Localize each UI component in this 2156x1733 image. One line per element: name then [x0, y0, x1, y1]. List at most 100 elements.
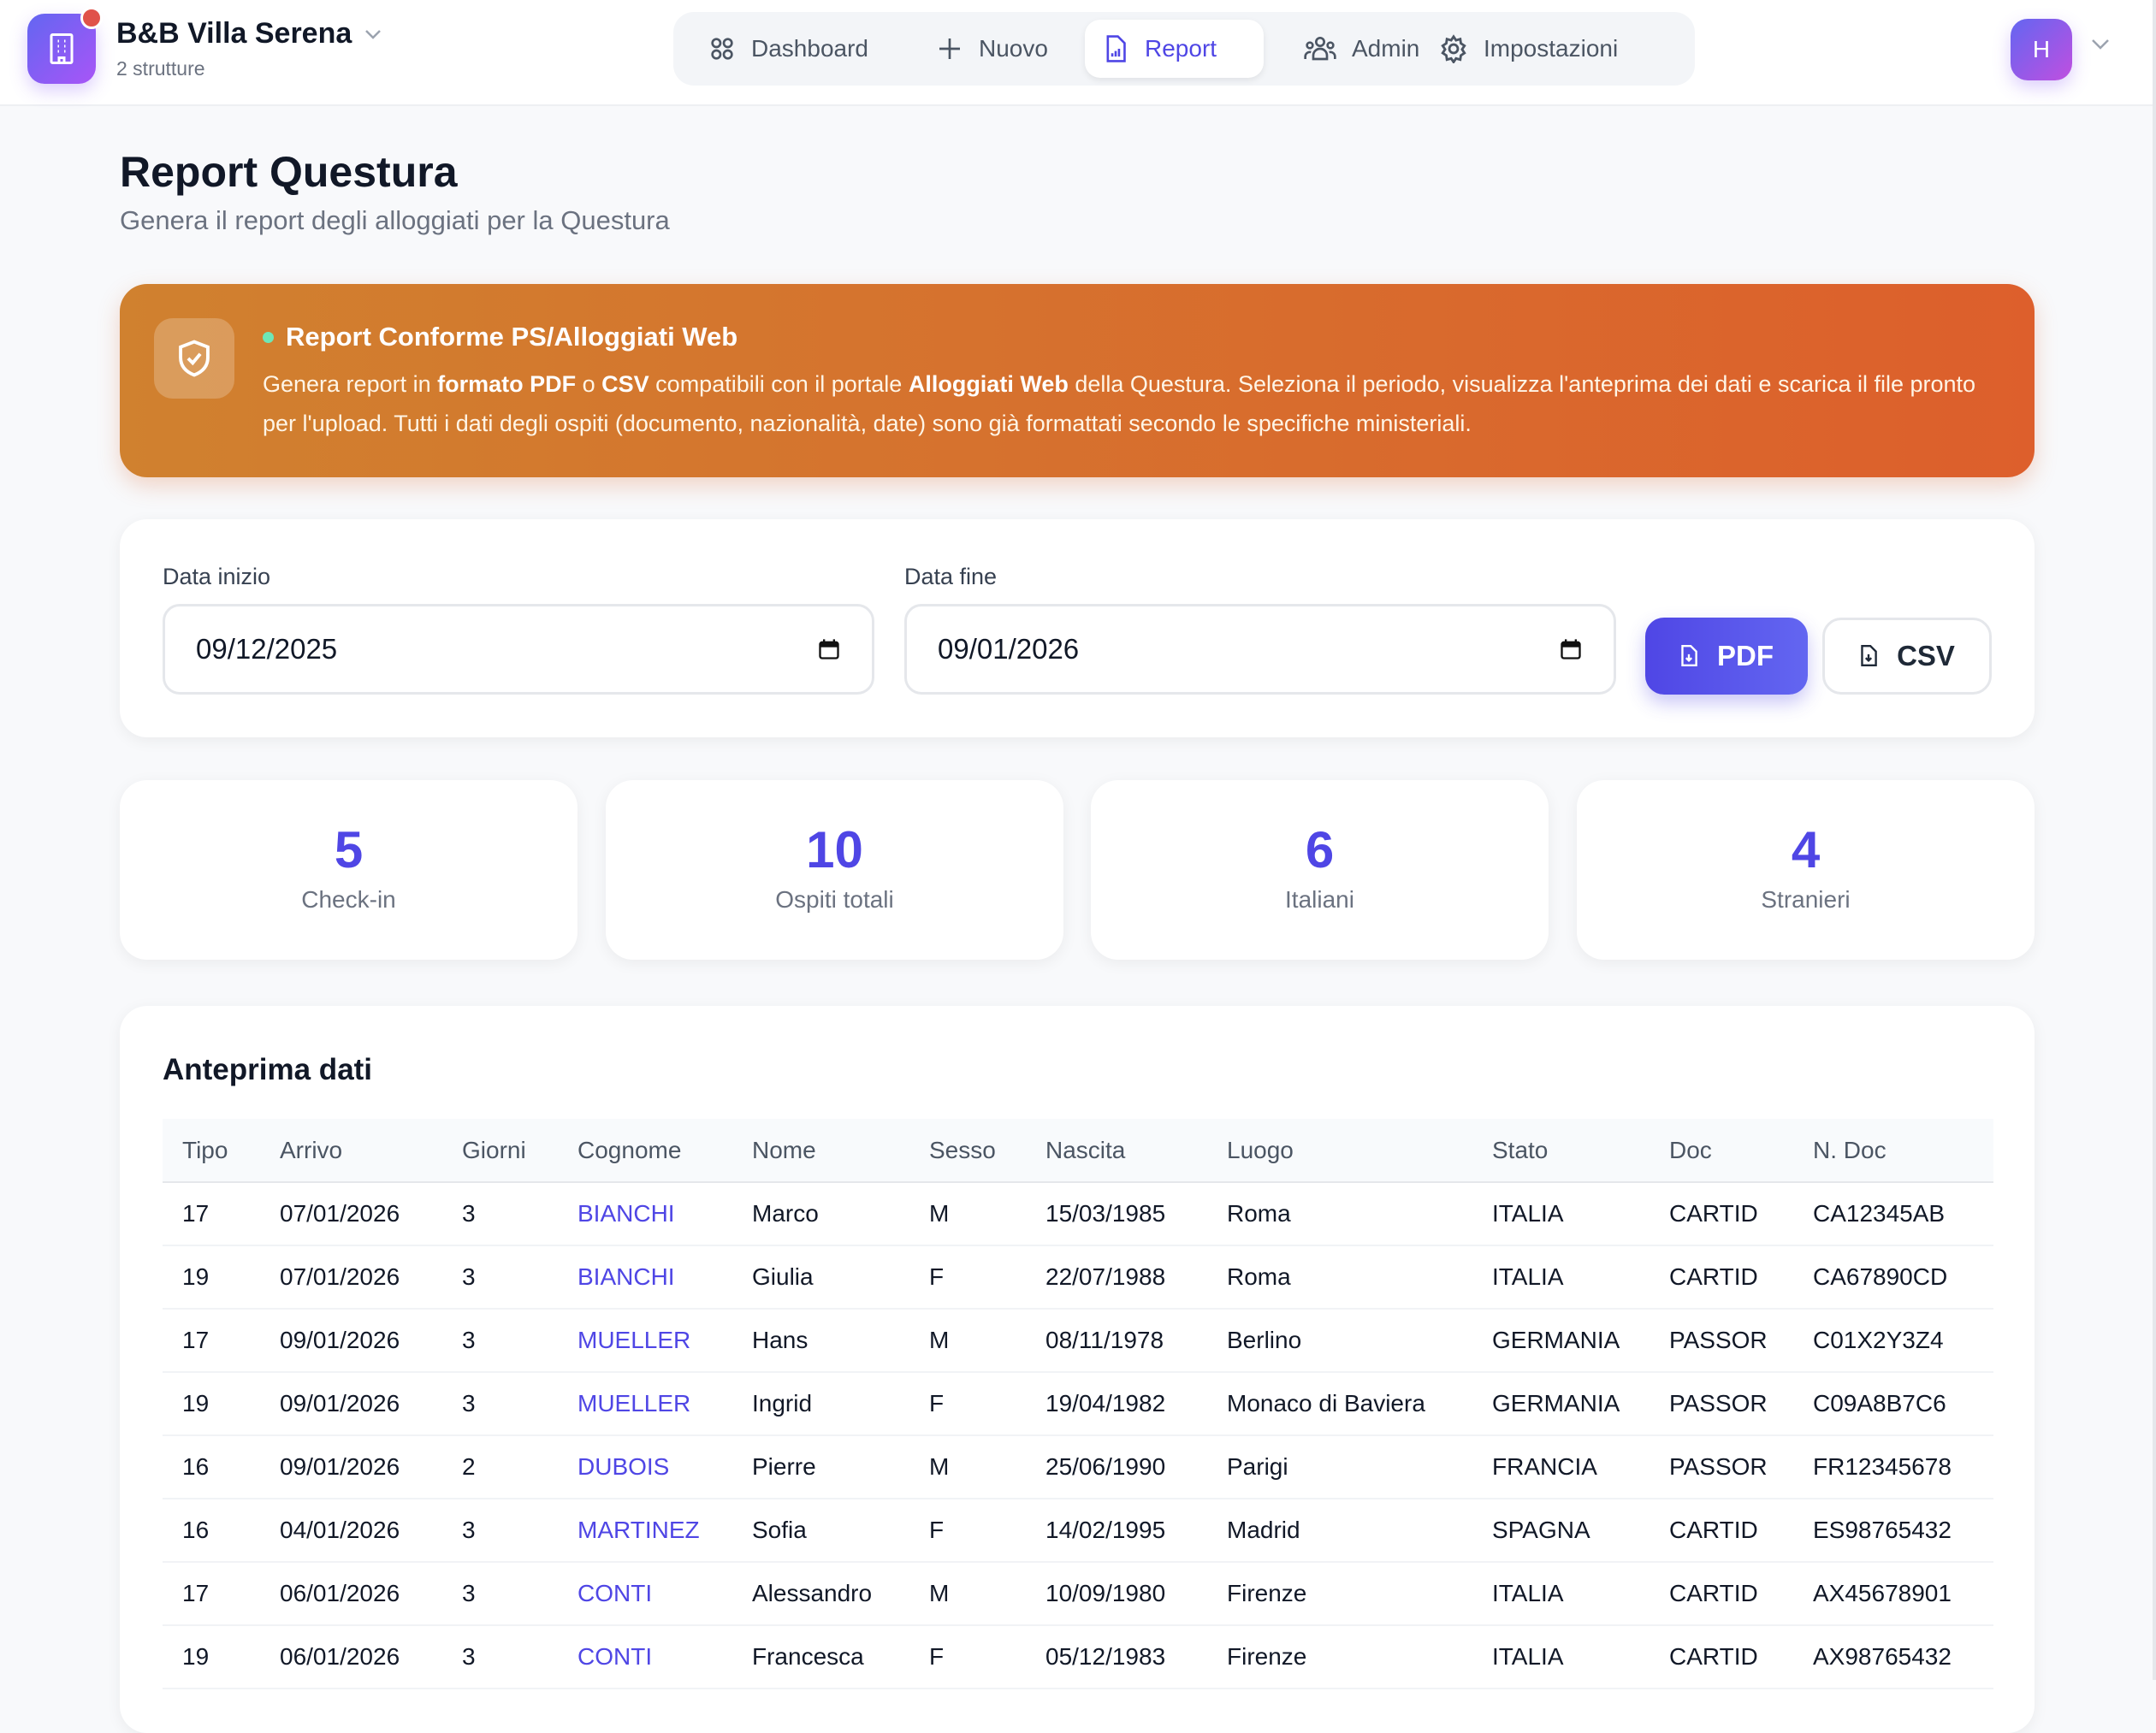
- table-cell[interactable]: BIANCHI: [558, 1245, 732, 1310]
- csv-label: CSV: [1897, 640, 1955, 671]
- table-cell: 15/03/1985: [1026, 1182, 1207, 1246]
- table-cell: 19: [163, 1372, 260, 1436]
- nav-nuovo[interactable]: Nuovo: [919, 20, 1065, 78]
- download-pdf-button[interactable]: PDF: [1645, 618, 1808, 695]
- table-cell[interactable]: CONTI: [558, 1625, 732, 1689]
- table-cell: CA67890CD: [1793, 1245, 1993, 1310]
- table-cell: 08/11/1978: [1026, 1309, 1207, 1373]
- table-cell: CARTID: [1650, 1625, 1793, 1689]
- table-cell: Berlino: [1207, 1309, 1472, 1373]
- table-cell: M: [909, 1309, 1026, 1373]
- nav-report[interactable]: Report: [1085, 20, 1264, 78]
- table-cell: 09/01/2026: [260, 1372, 442, 1436]
- table-cell: 04/01/2026: [260, 1499, 442, 1563]
- table-cell: FRANCIA: [1472, 1435, 1650, 1499]
- table-cell: 17: [163, 1182, 260, 1246]
- structures-count: 2 strutture: [116, 57, 205, 80]
- column-header: Stato: [1472, 1119, 1650, 1183]
- table-cell: 25/06/1990: [1026, 1435, 1207, 1499]
- table-cell: M: [909, 1182, 1026, 1246]
- table-cell: 17: [163, 1309, 260, 1373]
- table-cell: 06/01/2026: [260, 1562, 442, 1626]
- table-cell: 14/02/1995: [1026, 1499, 1207, 1563]
- property-switcher[interactable]: B&B Villa Serena 2 strutture: [116, 17, 382, 80]
- stat-italiani: 6 Italiani: [1091, 780, 1549, 960]
- table-row: 19 09/01/2026 3 MUELLER Ingrid F 19/04/1982 Mon…: [163, 1372, 1993, 1436]
- table-cell: 07/01/2026: [260, 1182, 442, 1246]
- stat-value: 5: [334, 821, 364, 878]
- table-cell: CARTID: [1650, 1182, 1793, 1246]
- table-cell: AX45678901: [1793, 1562, 1993, 1626]
- table-cell: ITALIA: [1472, 1245, 1650, 1310]
- table-cell: FR12345678: [1793, 1435, 1993, 1499]
- pdf-label: PDF: [1717, 640, 1774, 671]
- column-header: Cognome: [558, 1119, 732, 1183]
- table-cell[interactable]: MUELLER: [558, 1309, 732, 1373]
- table-cell: 22/07/1988: [1026, 1245, 1207, 1310]
- gear-icon: [1441, 34, 1466, 63]
- table-cell: CA12345AB: [1793, 1182, 1993, 1246]
- table-cell: CARTID: [1650, 1499, 1793, 1563]
- notification-dot: [80, 7, 103, 29]
- table-row: 16 04/01/2026 3 MARTINEZ Sofia F 14/02/1995 Mad…: [163, 1499, 1993, 1563]
- scrollbar[interactable]: [2153, 0, 2156, 1680]
- start-date-input[interactable]: 09/12/2025: [163, 604, 874, 695]
- column-header: Doc: [1650, 1119, 1793, 1183]
- stat-label: Ospiti totali: [775, 886, 894, 913]
- banner-title: Report Conforme PS/Alloggiati Web: [286, 322, 738, 352]
- user-avatar[interactable]: H: [2011, 19, 2072, 80]
- table-cell[interactable]: CONTI: [558, 1562, 732, 1626]
- table-cell: SPAGNA: [1472, 1499, 1650, 1563]
- column-header: N. Doc: [1793, 1119, 1993, 1183]
- shield-check-icon: [154, 318, 234, 399]
- table-row: 16 09/01/2026 2 DUBOIS Pierre M 25/06/1990 Pari…: [163, 1435, 1993, 1499]
- column-header: Nome: [732, 1119, 909, 1183]
- table-cell: ITALIA: [1472, 1182, 1650, 1246]
- nav-impostazioni[interactable]: Impostazioni: [1422, 20, 1635, 78]
- chevron-down-icon[interactable]: [2090, 38, 2111, 51]
- column-header: Giorni: [442, 1119, 558, 1183]
- table-cell: M: [909, 1562, 1026, 1626]
- table-cell: Madrid: [1207, 1499, 1472, 1563]
- table-cell[interactable]: DUBOIS: [558, 1435, 732, 1499]
- table-cell: C09A8B7C6: [1793, 1372, 1993, 1436]
- stat-checkin: 5 Check-in: [120, 780, 578, 960]
- calendar-icon[interactable]: [1559, 637, 1583, 661]
- table-cell: Giulia: [732, 1245, 909, 1310]
- preview-title: Anteprima dati: [163, 1053, 373, 1086]
- nav-admin[interactable]: Admin: [1287, 20, 1436, 78]
- table-cell: 19: [163, 1625, 260, 1689]
- table-cell: PASSOR: [1650, 1309, 1793, 1373]
- table-cell: Roma: [1207, 1182, 1472, 1246]
- stat-value: 4: [1791, 821, 1821, 878]
- nav-dashboard[interactable]: Dashboard: [691, 20, 886, 78]
- top-header: B&B Villa Serena 2 strutture Dashboard N…: [0, 0, 2153, 106]
- table-cell: PASSOR: [1650, 1435, 1793, 1499]
- stat-label: Check-in: [301, 886, 396, 913]
- column-header: Nascita: [1026, 1119, 1207, 1183]
- table-cell: Firenze: [1207, 1625, 1472, 1689]
- table-cell: Hans: [732, 1309, 909, 1373]
- table-cell: CARTID: [1650, 1245, 1793, 1310]
- table-cell[interactable]: MARTINEZ: [558, 1499, 732, 1563]
- nav-label: Admin: [1352, 35, 1420, 62]
- table-cell[interactable]: MUELLER: [558, 1372, 732, 1436]
- table-cell: Roma: [1207, 1245, 1472, 1310]
- start-date-label: Data inizio: [163, 564, 271, 589]
- table-cell[interactable]: BIANCHI: [558, 1182, 732, 1246]
- table-cell: 2: [442, 1435, 558, 1499]
- download-csv-button[interactable]: CSV: [1822, 618, 1992, 695]
- calendar-icon[interactable]: [817, 637, 841, 661]
- banner-description: Genera report in formato PDF o CSV compa…: [263, 371, 1976, 436]
- table-cell: 3: [442, 1372, 558, 1436]
- table-cell: 3: [442, 1562, 558, 1626]
- table-cell: 16: [163, 1435, 260, 1499]
- table-cell: Marco: [732, 1182, 909, 1246]
- preview-table: Tipo Arrivo Giorni Cognome Nome Sesso Nascita L…: [163, 1119, 1993, 1689]
- table-cell: ES98765432: [1793, 1499, 1993, 1563]
- compliance-banner: Report Conforme PS/Alloggiati Web Genera…: [120, 284, 2035, 477]
- end-date-input[interactable]: 09/01/2026: [904, 604, 1616, 695]
- table-row: 17 09/01/2026 3 MUELLER Hans M 08/11/1978 Berli…: [163, 1309, 1993, 1373]
- table-cell: ITALIA: [1472, 1625, 1650, 1689]
- filter-card: Data inizio 09/12/2025 Data fine 09/01/2…: [120, 519, 2035, 737]
